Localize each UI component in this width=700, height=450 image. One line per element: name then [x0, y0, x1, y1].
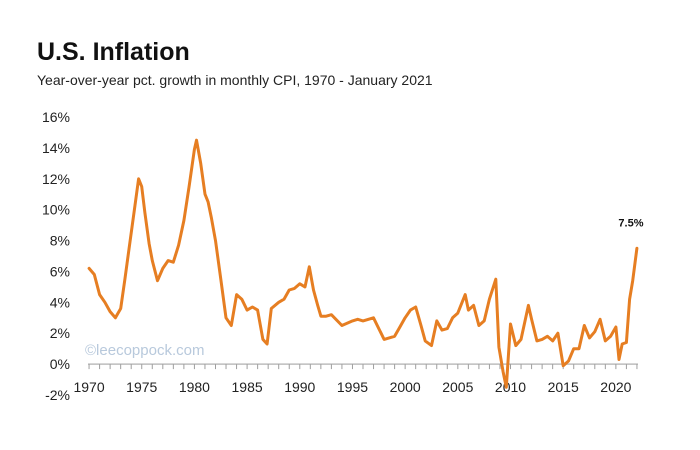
y-tick-label: 10% — [42, 202, 70, 218]
y-tick-label: 16% — [42, 109, 70, 125]
watermark-text: ©leecoppock.com — [85, 342, 204, 359]
y-axis-ticks: -2% 0% 2% 4% 6% 8% 10% 12% 14% 16% — [42, 109, 70, 403]
x-tick-label: 2015 — [548, 379, 579, 395]
latest-value-label: 7.5% — [618, 217, 643, 229]
x-tick-label: 1985 — [232, 379, 263, 395]
chart-subtitle: Year-over-year pct. growth in monthly CP… — [37, 72, 433, 88]
x-tick-label: 2010 — [495, 379, 526, 395]
x-tick-label: 1970 — [73, 379, 104, 395]
x-tick-label: 1995 — [337, 379, 368, 395]
x-tick-label: 2000 — [390, 379, 421, 395]
y-tick-label: 4% — [50, 294, 70, 310]
x-axis: 1970 1975 1980 1985 1990 1995 2000 2005 2010 2015… — [73, 363, 638, 395]
y-tick-label: 6% — [50, 263, 70, 279]
x-tick-label: 1975 — [126, 379, 157, 395]
y-tick-label: 8% — [50, 233, 70, 249]
y-tick-label: -2% — [45, 387, 70, 403]
y-tick-label: 0% — [50, 356, 70, 372]
y-tick-label: 2% — [50, 325, 70, 341]
cpi-series-line — [87, 138, 639, 389]
y-tick-label: 14% — [42, 140, 70, 156]
chart-title: U.S. Inflation — [37, 38, 190, 66]
x-tick-label: 2020 — [600, 379, 631, 395]
x-tick-label: 1980 — [179, 379, 210, 395]
y-tick-label: 12% — [42, 171, 70, 187]
x-tick-label: 1990 — [284, 379, 315, 395]
x-tick-label: 2005 — [442, 379, 473, 395]
